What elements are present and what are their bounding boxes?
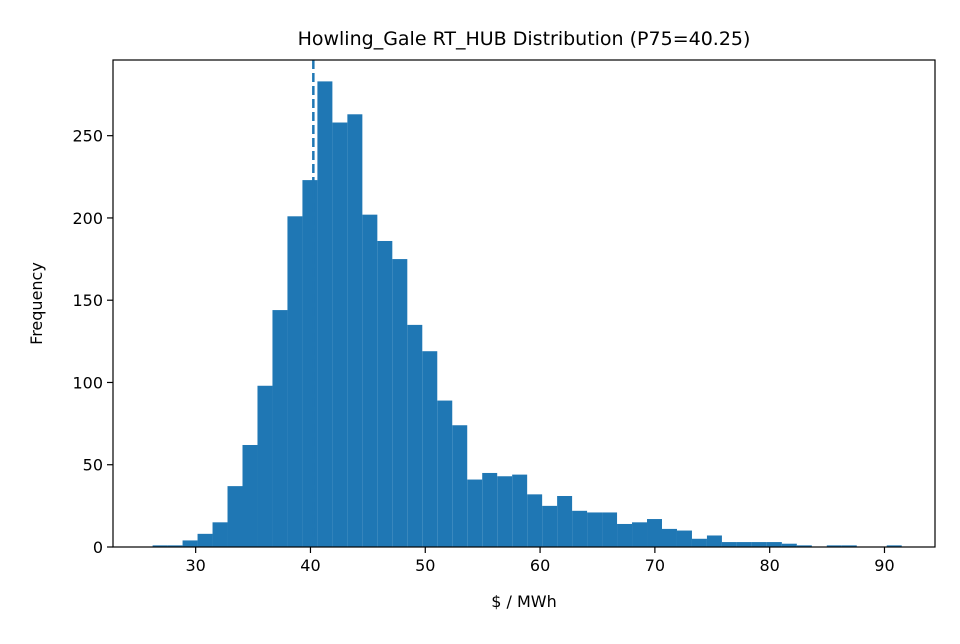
y-axis-label: Frequency (27, 262, 46, 345)
histogram-bar (392, 259, 408, 547)
histogram-bar (587, 512, 603, 547)
histogram-bar (751, 542, 767, 547)
histogram-bar (602, 512, 618, 547)
histogram-bar (706, 535, 722, 547)
histogram-bar (287, 216, 303, 548)
histogram-bar (272, 310, 288, 547)
histogram-bar (661, 528, 677, 547)
histogram-bar (721, 542, 737, 547)
histogram-bar (197, 533, 213, 547)
x-axis-label: $ / MWh (491, 592, 557, 611)
histogram-bar (182, 540, 198, 547)
histogram-bar (362, 214, 378, 548)
histogram-bars (152, 81, 902, 548)
histogram-bar (841, 545, 857, 547)
histogram-bar (572, 510, 588, 547)
x-tick-label: 60 (530, 556, 550, 575)
histogram-bar (691, 538, 707, 547)
y-tick-label: 200 (72, 209, 103, 228)
histogram-bar (736, 542, 752, 547)
y-tick-label: 250 (72, 127, 103, 146)
x-axis-ticks: 30 40 50 60 70 80 90 (185, 547, 895, 575)
histogram-bar (497, 476, 513, 547)
y-tick-label: 100 (72, 373, 103, 392)
histogram-bar (766, 542, 782, 547)
histogram-bar (227, 486, 243, 547)
histogram-bar (437, 400, 453, 547)
histogram-bar (302, 180, 318, 547)
histogram-bar (527, 494, 543, 547)
histogram-bar (647, 519, 662, 547)
x-tick-label: 30 (185, 556, 205, 575)
histogram-bar (512, 474, 528, 547)
histogram-bar (482, 472, 498, 547)
histogram-bar (557, 495, 573, 547)
histogram-bar (632, 522, 648, 547)
histogram-bar (167, 545, 183, 547)
histogram-bar (452, 425, 468, 547)
histogram-bar (242, 444, 258, 547)
histogram-bar (347, 114, 363, 548)
histogram-bar (317, 81, 333, 547)
x-tick-label: 80 (760, 556, 780, 575)
histogram-bar (422, 351, 438, 547)
histogram-bar (332, 122, 348, 548)
histogram-bar (467, 479, 483, 547)
x-tick-label: 40 (300, 556, 320, 575)
x-tick-label: 90 (874, 556, 894, 575)
x-tick-label: 50 (415, 556, 435, 575)
histogram-bar (407, 324, 423, 547)
x-tick-label: 70 (645, 556, 665, 575)
histogram-bar (257, 385, 273, 547)
plot-frame (112, 59, 936, 548)
histogram-bar (781, 543, 797, 547)
y-tick-label: 0 (93, 538, 103, 557)
chart-title: Howling_Gale RT_HUB Distribution (P75=40… (298, 28, 751, 50)
y-tick-label: 50 (83, 456, 103, 475)
histogram-bar (676, 530, 692, 547)
histogram-bar (542, 505, 558, 547)
histogram-bar (617, 523, 633, 547)
histogram-bar (826, 545, 842, 547)
histogram-bar (152, 545, 168, 547)
y-tick-label: 150 (72, 291, 103, 310)
histogram-bar (377, 240, 393, 547)
histogram-bar (796, 545, 812, 547)
y-axis-ticks: 0 50 100 150 200 250 (72, 127, 113, 557)
histogram-bar (886, 545, 902, 547)
histogram-bar (212, 522, 228, 547)
